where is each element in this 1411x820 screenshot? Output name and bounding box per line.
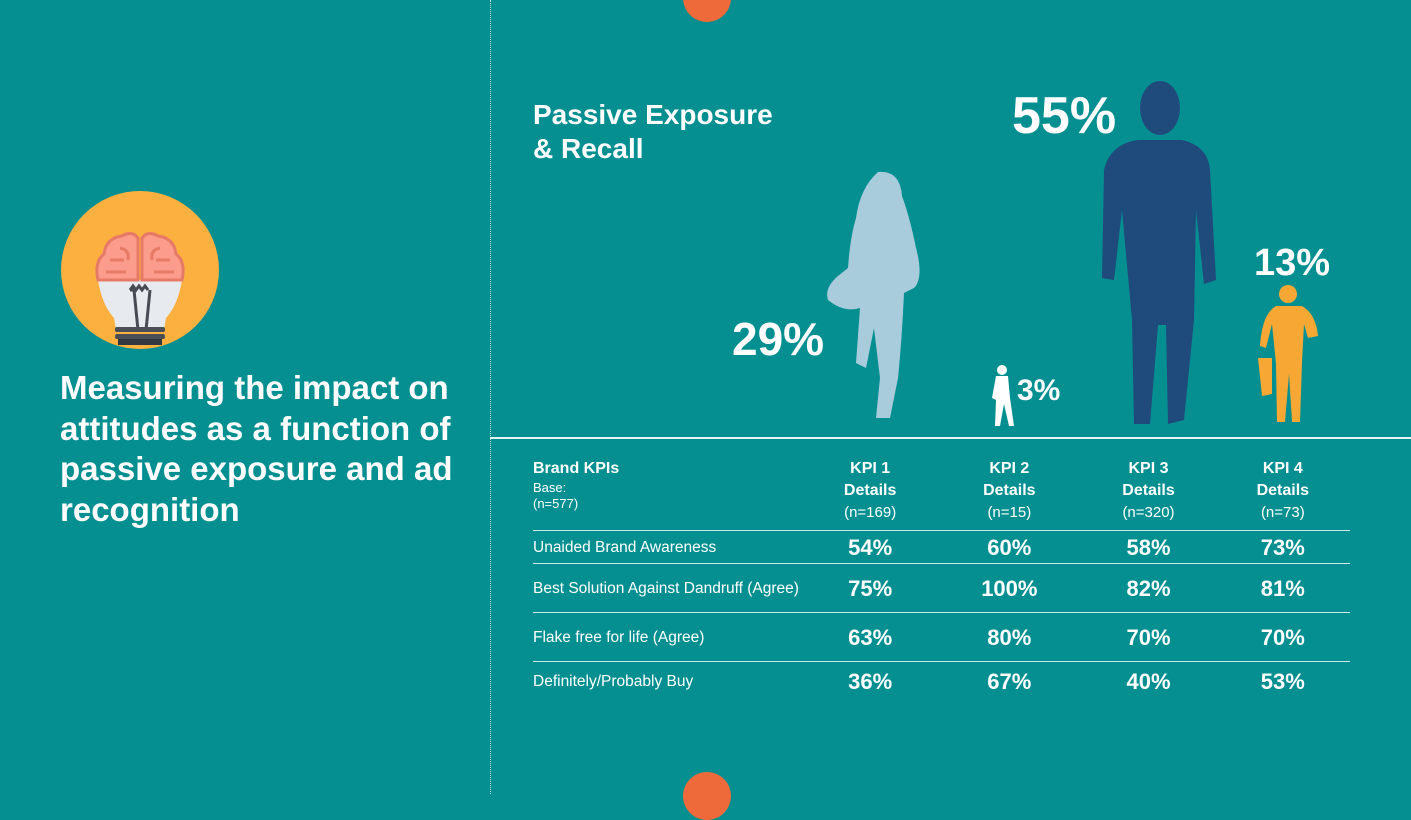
table-row: Definitely/Probably Buy 36% 67% 40% 53% bbox=[533, 661, 1350, 702]
divider-vertical bbox=[490, 0, 491, 794]
cell-value: 80% bbox=[937, 612, 1082, 662]
table-row: Unaided Brand Awareness 54% 60% 58% 73% bbox=[533, 530, 1350, 564]
row-label: Unaided Brand Awareness bbox=[533, 530, 803, 564]
headline: Measuring the impact on attitudes as a f… bbox=[60, 369, 453, 528]
base-n: (n=577) bbox=[533, 496, 579, 511]
cell-value: 81% bbox=[1215, 563, 1350, 613]
section-title: Passive Exposure & Recall bbox=[533, 98, 773, 166]
cell-value: 54% bbox=[803, 530, 938, 564]
table-header-row: Brand KPIs Base: (n=577) KPI 1 Details (n=… bbox=[533, 458, 1350, 531]
cell-value: 63% bbox=[803, 612, 938, 662]
brand-kpi-table: Brand KPIs Base: (n=577) KPI 1 Details (n=… bbox=[533, 458, 1350, 702]
cell-value: 75% bbox=[803, 563, 938, 613]
child-silhouette-icon bbox=[992, 365, 1014, 426]
row-label: Definitely/Probably Buy bbox=[533, 661, 803, 702]
header-kpi-1: KPI 1 Details (n=169) bbox=[843, 460, 897, 521]
cell-value: 67% bbox=[937, 661, 1082, 702]
figure-label-3: 3% bbox=[1017, 374, 1061, 407]
header-kpi-2: KPI 2 Details (n=15) bbox=[983, 460, 1036, 521]
cell-value: 73% bbox=[1215, 530, 1350, 564]
header-kpi-4: KPI 4 Details (n=73) bbox=[1256, 460, 1310, 521]
top-accent-dot bbox=[683, 0, 731, 22]
cell-value: 40% bbox=[1081, 661, 1216, 702]
section-title-line1: Passive Exposure bbox=[533, 99, 773, 130]
figure-label-55: 55% bbox=[1012, 87, 1117, 145]
orange-man-silhouette-icon bbox=[1258, 285, 1318, 422]
figure-label-29: 29% bbox=[732, 313, 825, 365]
table-row: Best Solution Against Dandruff (Agree) 7… bbox=[533, 563, 1350, 613]
row-label: Best Solution Against Dandruff (Agree) bbox=[533, 563, 803, 613]
table-row: Flake free for life (Agree) 63% 80% 70% … bbox=[533, 612, 1350, 662]
section-title-line2: & Recall bbox=[533, 133, 644, 164]
cell-value: 53% bbox=[1215, 661, 1350, 702]
cell-value: 36% bbox=[803, 661, 938, 702]
brain-bulb-icon bbox=[61, 191, 219, 349]
figure-label-13: 13% bbox=[1254, 242, 1331, 284]
row-label: Flake free for life (Agree) bbox=[533, 612, 803, 662]
cell-value: 100% bbox=[937, 563, 1082, 613]
cell-value: 82% bbox=[1081, 563, 1216, 613]
cell-value: 60% bbox=[937, 530, 1082, 564]
header-brand-kpis: Brand KPIs Base: (n=577) bbox=[533, 458, 803, 531]
cell-value: 70% bbox=[1081, 612, 1216, 662]
cell-value: 58% bbox=[1081, 530, 1216, 564]
header-kpi-3: KPI 3 Details (n=320) bbox=[1122, 460, 1175, 521]
man-silhouette-icon bbox=[1102, 81, 1216, 424]
header-label: Brand KPIs bbox=[533, 460, 620, 477]
bottom-accent-dot bbox=[683, 772, 731, 820]
woman-silhouette-icon bbox=[827, 171, 920, 418]
base-label: Base: bbox=[533, 480, 567, 495]
cell-value: 70% bbox=[1215, 612, 1350, 662]
divider-horizontal bbox=[490, 437, 1411, 439]
